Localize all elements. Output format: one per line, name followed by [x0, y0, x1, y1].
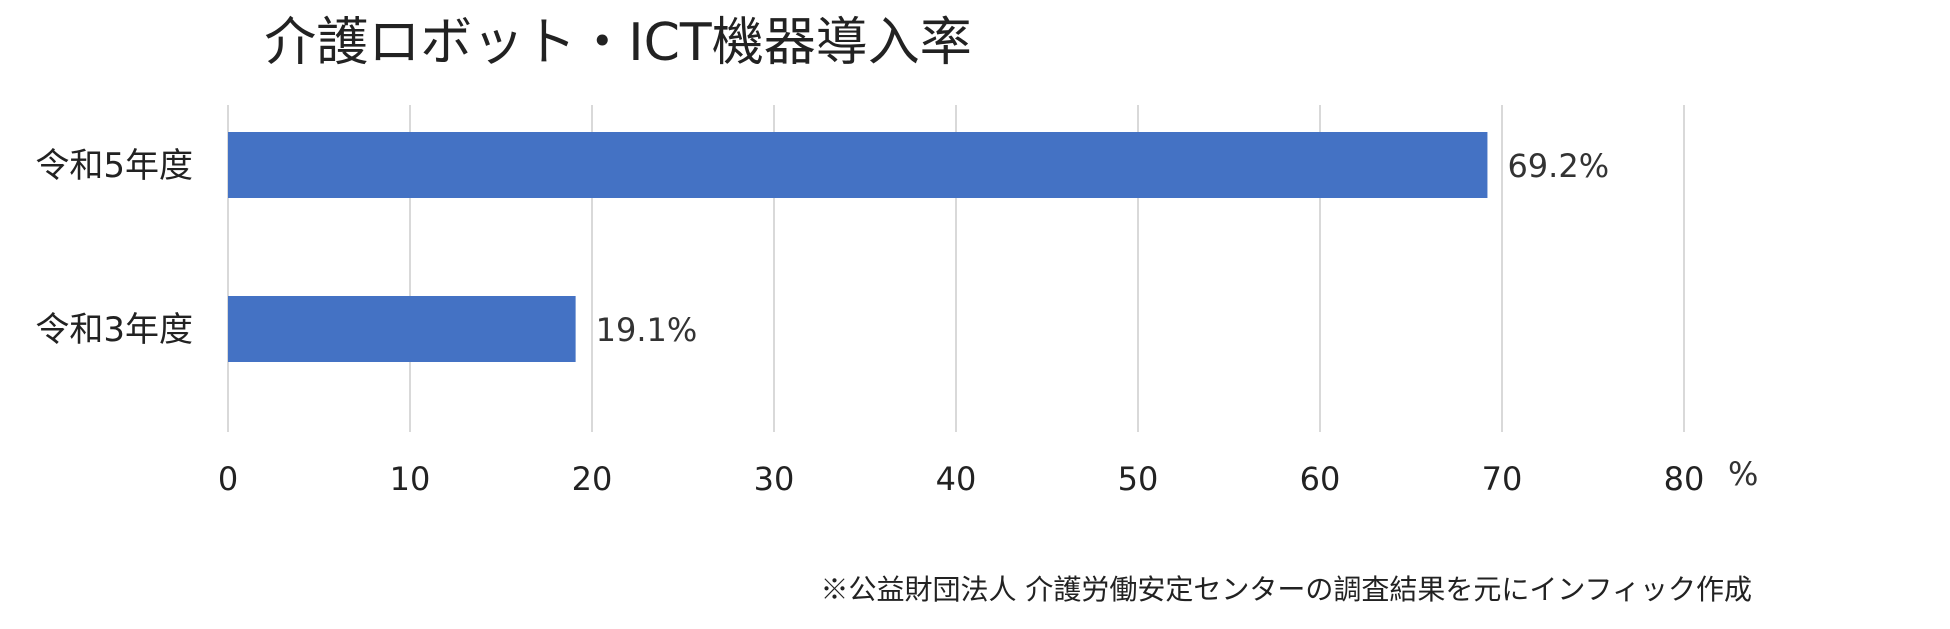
source-note: ※公益財団法人 介護労働安定センターの調査結果を元にインフィック作成: [820, 573, 1752, 606]
x-axis-unit: %: [1728, 455, 1758, 493]
bars: [228, 132, 1488, 362]
category-label: 令和5年度: [35, 146, 193, 186]
x-tick-label: 10: [390, 460, 431, 498]
data-labels: 69.2% 19.1%: [596, 147, 1609, 349]
x-tick-label: 20: [572, 460, 613, 498]
x-tick-label: 40: [936, 460, 977, 498]
x-tick-label: 70: [1482, 460, 1523, 498]
data-label: 19.1%: [596, 311, 698, 349]
bar: [228, 296, 576, 362]
category-label: 令和3年度: [35, 310, 193, 350]
x-tick-label: 0: [218, 460, 238, 498]
data-label: 69.2%: [1507, 147, 1609, 185]
x-tick-label: 60: [1300, 460, 1341, 498]
x-tick-label: 80: [1664, 460, 1705, 498]
x-tick-label: 30: [754, 460, 795, 498]
x-tick-label: 50: [1118, 460, 1159, 498]
x-axis-ticks: 0 10 20 30 40 50 60 70 80: [218, 460, 1705, 498]
chart-title: 介護ロボット・ICT機器導入率: [264, 13, 972, 73]
bar: [228, 132, 1488, 198]
